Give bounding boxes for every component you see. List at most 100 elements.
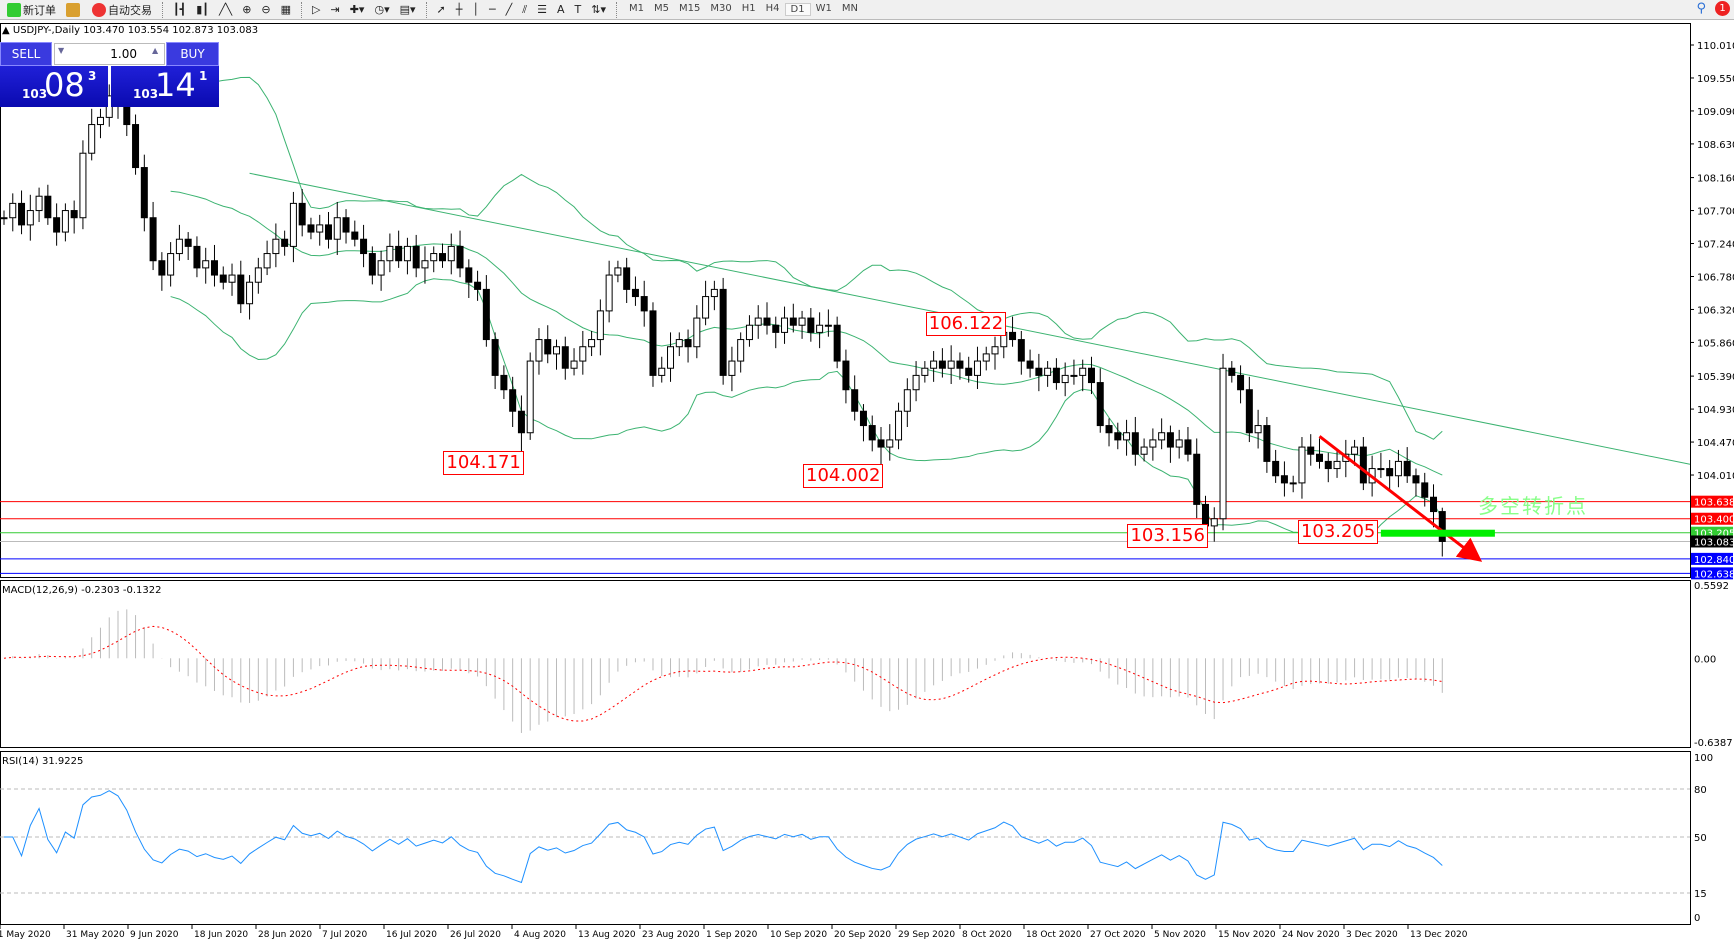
bollinger-lower [170,278,1443,540]
timeframe-m15[interactable]: M15 [679,3,701,14]
candle-body [1114,432,1122,441]
chart-shift-button[interactable]: ⇥ [330,3,340,16]
candle-body [35,195,43,212]
candle-body [447,245,455,262]
candle-body [237,274,245,305]
candle-body [947,360,955,369]
candle-body [754,317,762,326]
candle-chart-button[interactable]: ▮┃ [196,3,209,16]
candle-body [1087,367,1095,384]
candle-body [1438,511,1446,542]
candle-body [307,224,315,233]
candle-body [588,339,596,348]
metaeditor-button[interactable] [63,1,85,19]
macd-label: MACD(12,26,9) -0.2303 -0.1322 [2,585,162,596]
price-tick-label: 106.320 [1697,305,1734,316]
candle-body [1158,432,1166,441]
new-order-button[interactable]: 新订单 [4,1,59,19]
timeframe-h4[interactable]: H4 [765,3,780,14]
date-label: 3 Dec 2020 [1346,930,1398,940]
price-tick-label: 108.160 [1697,174,1734,185]
auto-trading-label: 自动交易 [108,3,152,17]
candle-body [658,367,666,376]
date-label: 10 Sep 2020 [770,930,827,940]
candle-body [737,339,745,362]
candle-body [895,410,903,441]
timeframe-w1[interactable]: W1 [815,3,832,14]
date-label: 16 Jul 2020 [386,930,437,940]
candle-body [1254,425,1262,434]
vertical-line-icon[interactable]: │ [472,3,479,16]
sell-button[interactable]: SELL [0,42,52,66]
bollinger-upper [170,76,1443,440]
candle-body [403,245,411,262]
candle-body [158,260,166,276]
candle-body [1316,453,1323,462]
candle-body [1044,367,1052,376]
bid-quote[interactable]: 103 08 3 [0,66,108,107]
indicators-button[interactable]: ✚▾ [349,3,365,16]
candle-body [421,260,429,269]
separator [616,1,618,18]
auto-trading-button[interactable]: 自动交易 [89,1,155,19]
timeframe-mn[interactable]: MN [841,3,858,14]
date-label: 8 Oct 2020 [962,930,1012,940]
buy-button[interactable]: BUY [166,42,219,66]
tile-windows-button[interactable]: ▦ [280,3,292,16]
label-icon[interactable]: T [574,3,582,16]
date-label: 21 May 2020 [0,930,51,940]
autoscroll-button[interactable]: ▷ [312,3,321,16]
candle-body [149,217,157,262]
timeframe-h1[interactable]: H1 [741,3,756,14]
candle-body [1280,475,1288,484]
channel-icon[interactable]: ⫽ [522,2,528,16]
candle-body [693,317,701,348]
notification-badge[interactable]: 1 [1715,1,1730,16]
volume-input[interactable]: 1.00 [54,43,165,65]
line-chart-button[interactable]: ╱╲ [218,3,233,16]
zoom-in-button[interactable]: ⊕ [242,3,252,16]
text-icon[interactable]: A [557,3,565,16]
timeframe-m1[interactable]: M1 [629,3,645,14]
timeframe-m30[interactable]: M30 [710,3,732,14]
separator [301,1,303,18]
candle-body [631,288,639,298]
candle-body [1017,339,1025,362]
candle-body [386,245,394,262]
crosshair-icon[interactable]: ┼ [455,3,463,16]
horizontal-line-icon[interactable]: ─ [488,3,496,16]
templates-button[interactable]: ▤▾ [399,3,416,16]
candle-body [1123,432,1131,441]
volume-up-icon[interactable]: ▲ [152,46,159,55]
volume-down-icon[interactable]: ▼ [58,46,65,55]
candle-body [973,360,981,376]
candle-body [859,410,867,427]
candle-body [1289,482,1297,485]
candle-body [228,274,236,283]
candle-body [210,260,218,276]
candle-body [798,317,806,326]
candle-body [96,116,104,126]
timeframe-m5[interactable]: M5 [654,3,670,14]
main-pane [0,23,1691,578]
ask-point: 1 [199,69,208,83]
candle-body [1386,468,1394,477]
candle-body [824,324,832,327]
price-label: 104.171 [443,451,524,476]
bar-chart-button[interactable]: ┃┫ [173,3,187,16]
candle-body [281,238,289,247]
bollinger-middle [170,190,1443,476]
arrows-icon[interactable]: ⇅▾ [591,3,607,16]
trendline-icon[interactable]: ╱ [505,3,513,16]
cursor-icon[interactable]: ➚ [436,3,446,16]
fibonacci-icon[interactable]: ☰ [537,3,548,16]
periods-button[interactable]: ◷▾ [374,3,390,16]
search-icon[interactable]: ⚲ [1696,1,1706,16]
timeframe-d1[interactable]: D1 [784,3,811,16]
chart-canvas[interactable]: 110.010 109.550 109.090 108.630 108.160 107.7… [0,22,1734,942]
ask-quote[interactable]: 103 14 1 [111,66,219,107]
candle-body [614,267,622,276]
candle-body [1324,460,1332,470]
zoom-out-button[interactable]: ⊖ [261,3,271,16]
candle-body [439,253,446,262]
